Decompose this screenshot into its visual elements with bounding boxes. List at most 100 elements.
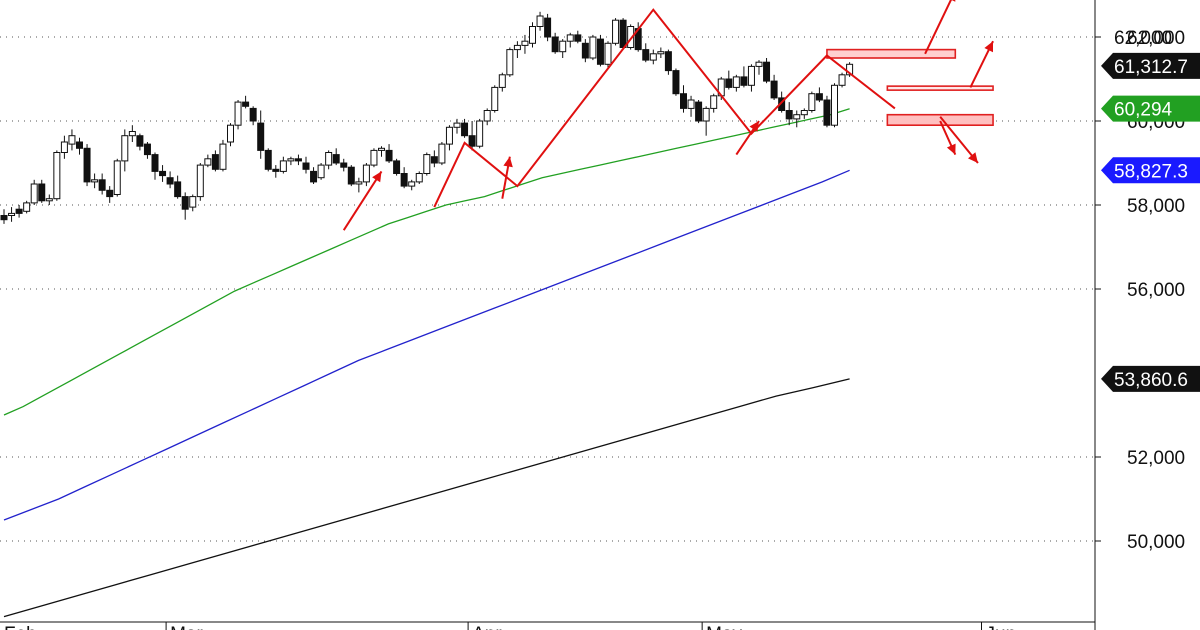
candle-body	[491, 86, 499, 112]
annotation-arrows	[342, 0, 994, 231]
candle-body	[45, 198, 53, 202]
candle-body	[649, 53, 657, 61]
candle-body	[294, 158, 302, 162]
candle-body	[378, 147, 385, 151]
candle-body	[596, 38, 604, 65]
candle-body	[544, 17, 552, 38]
moving-average-line	[3, 378, 850, 618]
candle-body	[60, 141, 68, 153]
candle-body	[445, 126, 453, 145]
candle-body	[325, 152, 333, 166]
candle-body	[302, 162, 310, 170]
price-tag-label: 61,312.7	[1114, 57, 1188, 78]
y-tick-label: 50,000	[1127, 532, 1185, 553]
zigzag-line	[433, 8, 896, 208]
candle-body	[106, 189, 114, 198]
candle-body	[347, 166, 355, 185]
x-tick-label: May	[706, 624, 742, 630]
moving-averages	[3, 108, 850, 618]
y-tick-label: 56,000	[1127, 280, 1185, 301]
candle-body	[23, 202, 31, 212]
candle-body	[657, 51, 665, 55]
candle-body	[166, 177, 174, 185]
candle-body	[521, 40, 529, 46]
price-tag	[1101, 52, 1200, 79]
candle-body	[513, 44, 521, 51]
candle-body	[272, 168, 280, 172]
price-tag-label: 58,827.3	[1114, 161, 1188, 182]
candle-body	[453, 122, 461, 128]
candle-body	[604, 42, 612, 65]
candle-body	[340, 162, 348, 168]
y-tick-label: 58,000	[1127, 196, 1185, 217]
candle-body	[702, 107, 710, 122]
arrow-head	[984, 41, 993, 53]
candle-body	[181, 196, 189, 210]
candle-body	[242, 101, 250, 107]
candle-body	[619, 19, 627, 48]
candle-body	[219, 143, 227, 170]
candle-body	[204, 158, 212, 166]
price-tags: 62,000 61,312.7 60,294 58,827.3 53,860.6	[1101, 28, 1200, 392]
candle-body	[408, 181, 416, 187]
candle-body	[710, 95, 718, 109]
candle-body	[196, 164, 204, 198]
candle-body	[483, 110, 491, 122]
price-tag-label: 60,294	[1114, 100, 1173, 121]
candle-body	[264, 149, 272, 170]
candle-body	[461, 122, 469, 137]
price-tag	[1101, 95, 1200, 122]
candle-body	[551, 36, 559, 53]
candle-body	[695, 101, 703, 122]
price-tag-label: 53,860.6	[1114, 370, 1188, 391]
candle-body	[687, 99, 695, 109]
plot-area	[0, 0, 1095, 630]
candle-body	[370, 149, 378, 166]
arrow-head	[749, 121, 759, 132]
candle-body	[53, 152, 61, 200]
candle-body	[174, 181, 182, 198]
candle-body	[770, 80, 778, 99]
candle-body	[317, 164, 325, 179]
x-tick-label: Jun	[986, 624, 1017, 630]
candle-body	[838, 74, 846, 86]
candle-body	[151, 154, 159, 172]
candle-body	[815, 93, 823, 101]
candle-body	[38, 183, 46, 202]
x-axis: Feb Mar Apr May Jun	[4, 624, 1016, 630]
x-tick-label: Mar	[170, 624, 203, 630]
candle-body	[393, 160, 401, 174]
candle-body	[385, 149, 393, 162]
candlesticks	[0, 11, 854, 224]
candle-body	[755, 61, 763, 67]
arrow-head	[503, 156, 513, 168]
candle-body	[211, 154, 219, 170]
resistance-zone	[886, 85, 994, 91]
candle-body	[0, 215, 8, 221]
candle-body	[423, 154, 431, 175]
arrow-shaft	[939, 116, 979, 164]
arrow-shaft	[342, 170, 383, 231]
candle-body	[800, 110, 808, 116]
candle-body	[249, 107, 257, 122]
candle-body	[672, 70, 680, 95]
candle-body	[740, 76, 748, 86]
candle-body	[476, 120, 484, 147]
candle-body	[113, 160, 121, 195]
candle-body	[763, 61, 771, 82]
candle-body	[415, 173, 423, 183]
arrow-head	[951, 0, 956, 2]
candle-body	[136, 135, 144, 147]
resistance-zones	[826, 48, 994, 126]
candle-body	[159, 170, 167, 177]
candle-body	[279, 160, 287, 172]
candle-body	[498, 74, 506, 88]
arrow-head	[946, 143, 956, 155]
candle-body	[785, 110, 793, 120]
candle-body	[438, 143, 446, 164]
candle-body	[121, 135, 129, 162]
candle-body	[529, 26, 536, 44]
resistance-zone	[886, 113, 994, 126]
candle-body	[732, 76, 740, 88]
